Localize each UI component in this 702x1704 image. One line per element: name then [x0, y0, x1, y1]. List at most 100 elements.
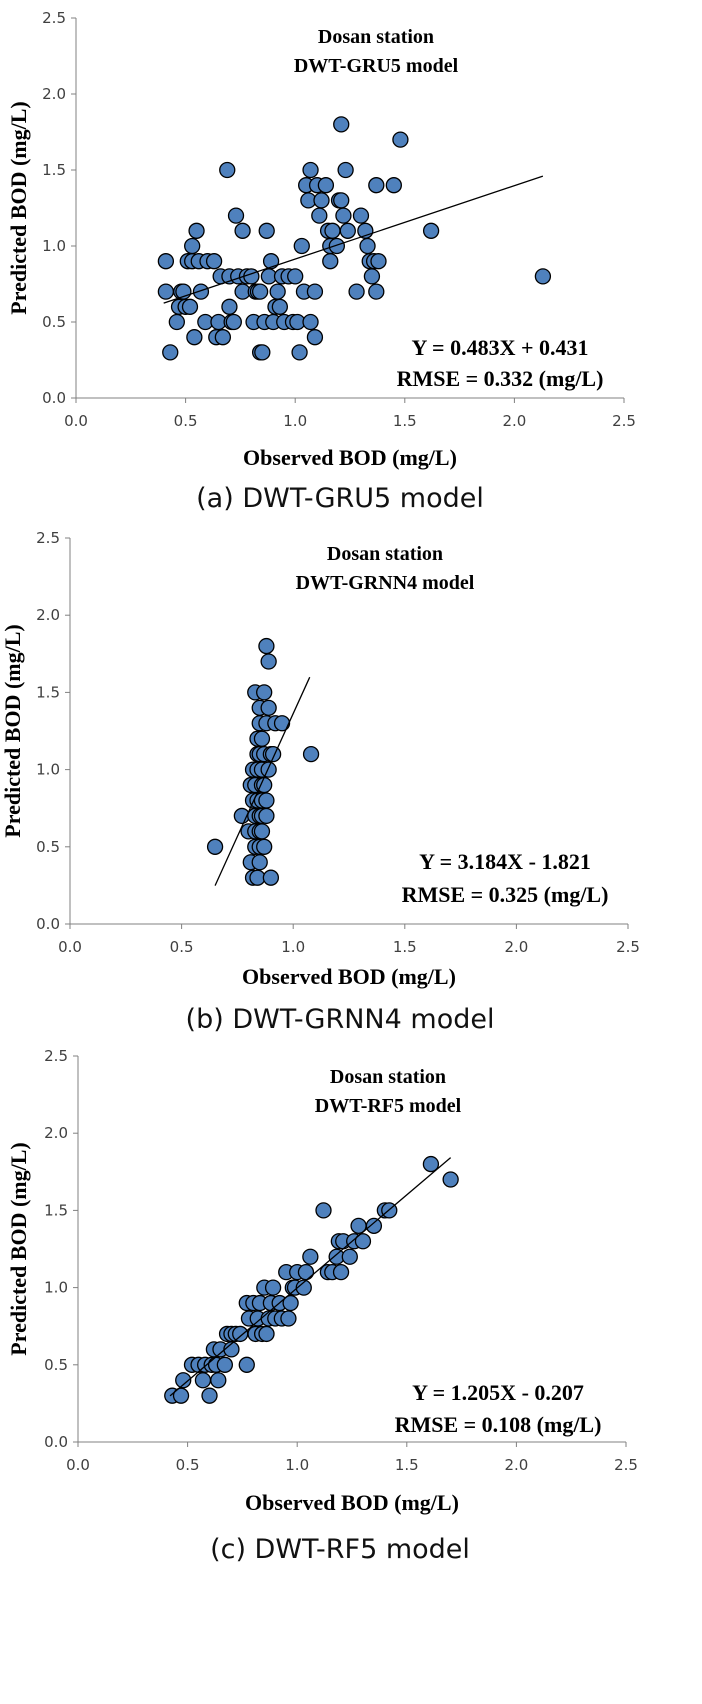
rmse-label: RMSE = 0.332 (mg/L)	[397, 366, 604, 391]
y-tick-label: 2.5	[42, 9, 66, 27]
figure-caption: (b) DWT-GRNN4 model	[186, 1004, 495, 1035]
y-tick-label: 2.5	[36, 529, 60, 547]
x-tick-label: 1.0	[281, 938, 305, 956]
y-tick-label: 0.5	[36, 838, 60, 856]
data-point	[534, 268, 552, 285]
data-point	[175, 1372, 192, 1389]
chart-title: Dosan station	[327, 543, 443, 565]
chart-subtitle: DWT-GRU5 model	[294, 55, 459, 77]
data-point	[333, 192, 350, 209]
regression-equation: Y = 1.205X - 0.207	[412, 1380, 584, 1405]
figure-caption: (a) DWT-GRU5 model	[196, 483, 484, 514]
data-point	[260, 699, 277, 716]
data-point	[184, 237, 201, 255]
data-point	[335, 207, 352, 224]
data-point	[282, 1294, 299, 1312]
data-point	[258, 792, 275, 809]
data-point	[262, 253, 280, 270]
x-axis-title: Observed BOD (mg/L)	[242, 964, 456, 989]
data-point	[172, 1387, 190, 1404]
data-point	[365, 1217, 383, 1234]
data-point	[352, 207, 370, 224]
data-point	[225, 313, 242, 331]
data-point	[339, 222, 356, 239]
chart-panel: 0.0 0.5 1.0 1.5 2.0 2.5 0.0 0.5 1.0 1.5 2.0 2.5 Dosa…	[0, 520, 702, 1060]
data-point	[181, 298, 199, 315]
x-tick-label: 1.0	[283, 412, 307, 430]
chart-title: Dosan station	[318, 26, 434, 48]
chart-panel: 0.0 0.5 1.0 1.5 2.0 2.5 0.0 0.5 1.0 1.5 2.0 2.5 Dosa…	[0, 1045, 702, 1704]
data-point	[260, 761, 277, 778]
data-point	[256, 838, 273, 855]
data-point	[293, 237, 310, 255]
y-tick-label: 0.0	[42, 389, 66, 407]
y-axis-title: Predicted BOD (mg/L)	[6, 1142, 31, 1355]
data-point	[311, 207, 328, 224]
data-point	[354, 1233, 372, 1250]
data-point	[206, 838, 224, 855]
data-point	[280, 1310, 297, 1327]
x-tick-label: 0.0	[64, 412, 88, 430]
x-tick-label: 0.5	[170, 938, 194, 956]
trendline	[169, 1157, 452, 1397]
y-tick-label: 1.0	[36, 761, 60, 779]
x-tick-label: 2.0	[502, 412, 526, 430]
x-tick-label: 0.0	[66, 1456, 90, 1474]
y-tick-label: 2.0	[42, 85, 66, 103]
data-point	[221, 298, 238, 315]
y-tick-label: 1.5	[36, 683, 60, 701]
data-point	[168, 313, 185, 331]
data-point	[370, 253, 387, 270]
data-point	[186, 329, 203, 346]
data-point	[157, 283, 175, 300]
data-point	[205, 253, 223, 270]
x-tick-label: 1.5	[393, 938, 417, 956]
y-axis-title: Predicted BOD (mg/L)	[6, 101, 31, 314]
y-tick-label: 2.0	[36, 606, 60, 624]
y-tick-label: 0.5	[42, 313, 66, 331]
x-tick-label: 2.5	[616, 938, 640, 956]
regression-equation: Y = 3.184X - 1.821	[419, 849, 591, 874]
data-point	[359, 237, 376, 255]
data-point	[392, 131, 409, 148]
data-point	[287, 268, 304, 285]
x-axis-title: Observed BOD (mg/L)	[243, 445, 457, 470]
y-axis-title: Predicted BOD (mg/L)	[0, 624, 25, 837]
data-point	[214, 329, 232, 346]
data-point	[258, 1325, 275, 1343]
data-point	[251, 283, 269, 300]
data-point	[302, 746, 320, 763]
scatter-plot: 0.0 0.5 1.0 1.5 2.0 2.5 0.0 0.5 1.0 1.5 2.0 2.5 Dosa…	[6, 9, 636, 514]
data-point	[264, 746, 282, 763]
data-point	[368, 177, 385, 194]
data-point	[297, 1264, 315, 1281]
data-point	[333, 116, 350, 133]
data-point	[385, 177, 402, 194]
data-point	[368, 283, 385, 300]
data-point	[328, 237, 345, 255]
data-point	[341, 1248, 358, 1265]
x-tick-label: 2.0	[504, 938, 528, 956]
data-point	[302, 1248, 319, 1265]
x-tick-label: 2.5	[614, 1456, 638, 1474]
x-tick-label: 2.0	[504, 1456, 528, 1474]
rmse-label: RMSE = 0.108 (mg/L)	[395, 1412, 602, 1437]
data-point	[256, 684, 273, 701]
data-point	[422, 222, 440, 239]
data-point	[253, 730, 271, 747]
regression-equation: Y = 0.483X + 0.431	[411, 335, 588, 360]
chart-panel: 0.0 0.5 1.0 1.5 2.0 2.5 0.0 0.5 1.0 1.5 2.0 2.5 Dosa…	[0, 0, 702, 568]
data-point	[243, 268, 260, 285]
data-point	[254, 344, 271, 361]
y-tick-label: 0.5	[44, 1356, 68, 1374]
y-tick-label: 1.5	[42, 161, 66, 179]
chart-subtitle: DWT-GRNN4 model	[296, 572, 475, 594]
data-point	[324, 222, 341, 239]
x-tick-label: 0.5	[176, 1456, 200, 1474]
data-point	[253, 823, 271, 840]
data-point	[251, 854, 268, 871]
chart-subtitle: DWT-RF5 model	[315, 1095, 462, 1117]
x-tick-label: 1.0	[285, 1456, 309, 1474]
data-point	[317, 177, 335, 194]
data-point	[162, 344, 179, 361]
